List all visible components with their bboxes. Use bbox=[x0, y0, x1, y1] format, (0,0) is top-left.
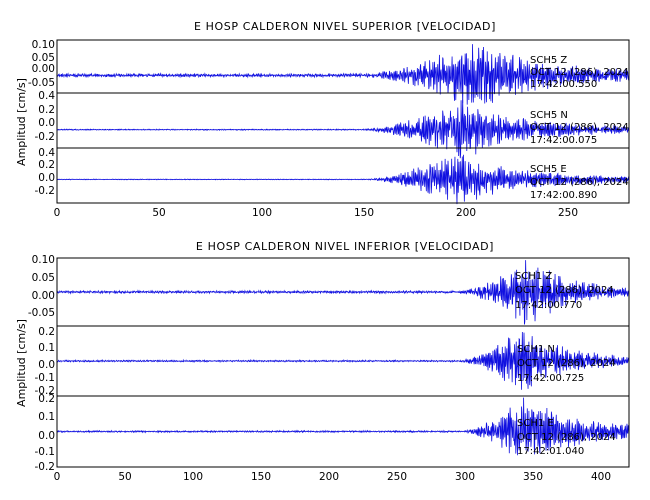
trace-line bbox=[56, 332, 630, 390]
y-tick-label: 0.00 bbox=[32, 290, 55, 302]
trace-line bbox=[56, 99, 630, 159]
x-tick-label: 200 bbox=[456, 207, 476, 219]
y-tick-label: 0.00 bbox=[32, 63, 55, 75]
y-tick-label: 0.0 bbox=[38, 117, 55, 129]
y-tick-label: 0.10 bbox=[32, 39, 55, 51]
x-tick-label: 300 bbox=[455, 471, 475, 483]
y-tick-label: 0.0 bbox=[38, 172, 55, 184]
y-tick-label: -0.2 bbox=[35, 461, 56, 473]
x-axis: 0 50 100 150 200 250 bbox=[54, 207, 578, 219]
trace-line bbox=[56, 260, 630, 325]
y-tick-label: -0.2 bbox=[35, 385, 56, 397]
x-tick-label: 100 bbox=[183, 471, 203, 483]
trace-annotation-time: 17:42:01.040 bbox=[517, 446, 584, 457]
y-tick-label: 0.2 bbox=[38, 393, 55, 405]
trace-line bbox=[56, 397, 630, 456]
x-axis: 0 50 100 150 200 250 300 350 400 bbox=[54, 471, 611, 483]
x-tick-label: 350 bbox=[523, 471, 543, 483]
x-tick-label: 150 bbox=[251, 471, 271, 483]
x-tick-label: 150 bbox=[354, 207, 374, 219]
trace-annotation-station: SCH5 E bbox=[530, 164, 567, 175]
y-tick-label: 0.2 bbox=[38, 104, 55, 116]
trace-annotation-station: SCH5 Z bbox=[530, 55, 567, 66]
y-tick-label: 0.0 bbox=[38, 430, 55, 442]
trace-annotation-station: SCH5 N bbox=[530, 110, 568, 121]
y-tick-label: -0.2 bbox=[35, 131, 56, 143]
panel-sch1-z: 0.10 0.05 0.00 -0.05 SCH1 Z OCT 12 (286)… bbox=[28, 254, 630, 327]
panel-frame bbox=[56, 147, 630, 204]
y-tick-label: 0.4 bbox=[38, 147, 55, 159]
panel-sch1-e: 0.2 0.1 0.0 -0.1 -0.2 SCH1 E OCT 12 (286… bbox=[35, 393, 630, 473]
y-tick-label: -0.05 bbox=[28, 307, 55, 319]
x-tick-label: 250 bbox=[387, 471, 407, 483]
trace-annotation-date: OCT 12 (286), 2024 bbox=[530, 177, 629, 188]
y-tick-label: 0.1 bbox=[38, 411, 55, 423]
trace-annotation-date: OCT 12 (286), 2024 bbox=[517, 432, 616, 443]
y-tick-label: -0.1 bbox=[35, 372, 56, 384]
trace-annotation-date: OCT 12 (286), 2024 bbox=[530, 122, 629, 133]
trace-line bbox=[56, 44, 630, 105]
y-tick-label: 0.05 bbox=[32, 272, 55, 284]
x-tick-label: 50 bbox=[118, 471, 131, 483]
x-tick-label: 100 bbox=[252, 207, 272, 219]
panel-sch5-n: 0.4 0.2 0.0 -0.2 SCH5 N OCT 12 (286), 20… bbox=[35, 90, 630, 159]
trace-annotation-date: OCT 12 (286), 2024 bbox=[530, 67, 629, 78]
x-tick-label: 250 bbox=[558, 207, 578, 219]
trace-annotation-time: 17:42:00.890 bbox=[530, 190, 597, 201]
trace-annotation-time: 17:42:00.725 bbox=[517, 373, 584, 384]
y-tick-label: 0.05 bbox=[32, 52, 55, 64]
y-tick-label: 0.0 bbox=[38, 359, 55, 371]
y-axis-label: Amplitud [cm/s] bbox=[15, 319, 28, 407]
y-tick-label: 0.10 bbox=[32, 254, 55, 266]
y-tick-label: 0.4 bbox=[38, 90, 55, 102]
y-tick-label: 0.1 bbox=[38, 342, 55, 354]
x-tick-label: 0 bbox=[54, 471, 61, 483]
chart-superior: E HOSP CALDERON NIVEL SUPERIOR [VELOCIDA… bbox=[15, 20, 630, 219]
chart-title: E HOSP CALDERON NIVEL INFERIOR [VELOCIDA… bbox=[196, 240, 494, 253]
trace-annotation-station: SCH1 N bbox=[517, 344, 555, 355]
panel-sch5-e: 0.4 0.2 0.0 -0.2 SCH5 E OCT 12 (286), 20… bbox=[35, 147, 630, 205]
y-axis-label: Amplitud [cm/s] bbox=[15, 78, 28, 166]
chart-inferior: E HOSP CALDERON NIVEL INFERIOR [VELOCIDA… bbox=[15, 240, 630, 483]
y-tick-label: -0.2 bbox=[35, 185, 56, 197]
x-tick-label: 50 bbox=[152, 207, 165, 219]
y-tick-label: -0.05 bbox=[28, 77, 55, 89]
trace-annotation-time: 17:42:00.075 bbox=[530, 135, 597, 146]
trace-line bbox=[56, 154, 630, 205]
trace-annotation-time: 17:42:00.550 bbox=[530, 79, 597, 90]
panel-sch1-n: 0.2 0.1 0.0 -0.1 -0.2 SCH1 N OCT 12 (286… bbox=[35, 325, 630, 397]
chart-title: E HOSP CALDERON NIVEL SUPERIOR [VELOCIDA… bbox=[194, 20, 496, 33]
panel-frame bbox=[56, 395, 630, 468]
trace-annotation-date: OCT 12 (286), 2024 bbox=[517, 358, 616, 369]
trace-annotation-time: 17:42:00.770 bbox=[515, 300, 582, 311]
trace-annotation-station: SCH1 E bbox=[517, 418, 554, 429]
x-tick-label: 0 bbox=[54, 207, 61, 219]
trace-annotation-date: OCT 12 (286), 2024 bbox=[515, 285, 614, 296]
x-tick-label: 200 bbox=[319, 471, 339, 483]
x-tick-label: 400 bbox=[591, 471, 611, 483]
y-tick-label: -0.1 bbox=[35, 446, 56, 458]
y-tick-label: 0.2 bbox=[38, 159, 55, 171]
trace-annotation-station: SCH1 Z bbox=[515, 271, 552, 282]
panel-sch5-z: 0.10 0.05 0.00 -0.05 SCH5 Z OCT 12 (286)… bbox=[28, 39, 630, 105]
y-tick-label: 0.2 bbox=[38, 326, 55, 338]
